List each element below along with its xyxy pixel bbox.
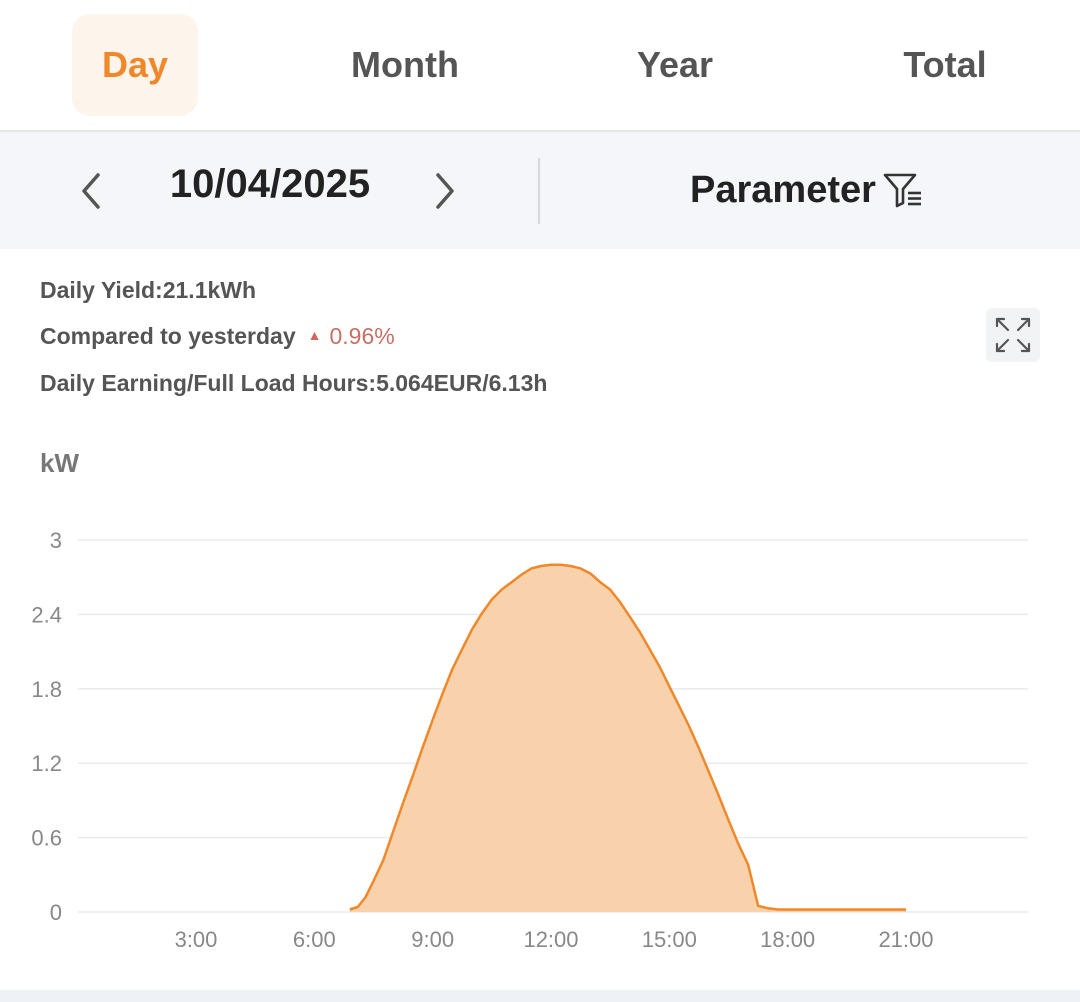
compare-row: Compared to yesterday ▲ 0.96% [40, 323, 395, 350]
power-line [349, 563, 906, 911]
compared-percentage: 0.96% [329, 323, 395, 349]
fullscreen-button[interactable] [986, 308, 1040, 362]
x-tick-label: 15:00 [642, 927, 697, 952]
bottom-strip [0, 990, 1080, 1002]
period-tabs: Day Month Year Total [0, 0, 1080, 132]
tab-year[interactable]: Year [636, 44, 714, 85]
power-chart: 3 2.4 1.8 1.2 0.6 0 3:00 6:00 9:00 12:00 15:00 18:0… [31, 528, 1028, 952]
chevron-left-icon [82, 173, 100, 209]
x-tick-label: 12:00 [523, 927, 578, 952]
y-tick-label: 1.2 [31, 751, 62, 776]
daily-yield: Daily Yield:21.1kWh [40, 277, 257, 303]
y-tick-label: 0 [50, 900, 62, 925]
tab-total[interactable]: Total [903, 44, 987, 85]
expand-icon [995, 317, 1031, 353]
y-axis-unit: kW [40, 448, 79, 478]
date-navigation-bar: 10/04/2025 Parameter [0, 132, 1080, 249]
filter-list-icon [883, 173, 921, 208]
daily-earning: Daily Earning/Full Load Hours:5.064EUR/6… [40, 370, 548, 396]
y-tick-label: 2.4 [31, 602, 62, 627]
parameter-button[interactable]: Parameter [690, 160, 924, 220]
power-area [349, 564, 906, 912]
next-date-button[interactable] [420, 166, 470, 216]
x-tick-label: 18:00 [760, 927, 815, 952]
chevron-right-icon [436, 173, 454, 209]
x-tick-label: 9:00 [411, 927, 454, 952]
y-tick-label: 3 [50, 528, 62, 553]
x-tick-label: 21:00 [878, 927, 933, 952]
tab-day[interactable]: Day [72, 14, 198, 116]
y-tick-label: 1.8 [31, 677, 62, 702]
tab-month[interactable]: Month [351, 44, 459, 85]
x-tick-label: 6:00 [293, 927, 336, 952]
current-date[interactable]: 10/04/2025 [169, 162, 371, 206]
compared-label: Compared to yesterday [40, 323, 296, 349]
triangle-up-icon: ▲ [307, 327, 322, 343]
divider [538, 158, 540, 224]
parameter-label: Parameter [690, 168, 876, 211]
previous-date-button[interactable] [66, 166, 116, 216]
x-tick-label: 3:00 [175, 927, 218, 952]
y-tick-label: 0.6 [31, 826, 62, 851]
